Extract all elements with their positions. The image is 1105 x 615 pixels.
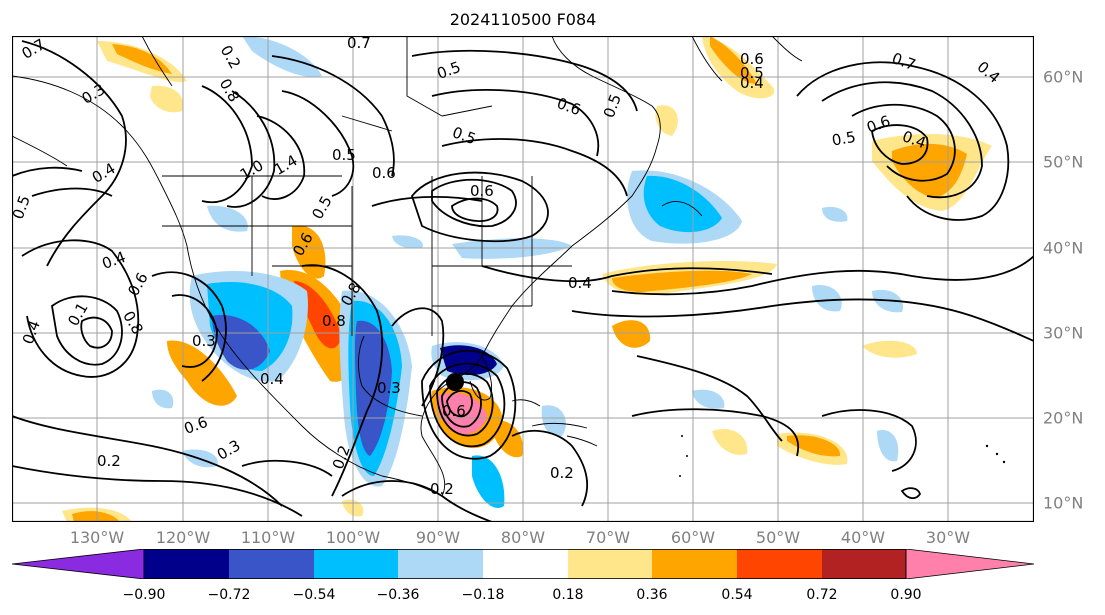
colorbar-svg [11,548,1035,580]
colorbar-tick: −0.54 [292,587,336,603]
lon-label: 120°W [155,528,211,547]
shade-orange-mid-atl [612,270,752,292]
colorbar-tick: 0.90 [890,587,922,603]
colorbar-segment [822,549,906,579]
lon-label: 60°W [670,528,716,547]
shade-yellow-trop3 [862,340,917,358]
contour-label: 0.2 [430,480,454,498]
contour-label: 0.3 [192,332,216,350]
shade-orange-baja [167,340,237,406]
contour-label: 0.6 [372,164,396,182]
shade-lightblue-trop1 [692,389,725,409]
lon-label: 110°W [240,528,296,547]
lon-label: 70°W [585,528,631,547]
contour-label: 0.5 [740,64,764,82]
shade-lightblue-atl [822,206,848,222]
shade-orange-nw [112,44,172,74]
shade-orange-sw [72,511,120,522]
contour-label: 0.3 [377,379,401,397]
contour-label: 0.2 [97,452,121,470]
contour-label: 0.4 [568,274,592,292]
map-border [11,35,1035,523]
contour-label: 0.4 [260,370,284,388]
colorbar-segment [737,549,822,579]
lon-label: 130°W [69,528,125,547]
shade-lightblue-pac [152,389,174,409]
lon-label: 80°W [500,528,546,547]
shade-lightblue-trop2 [812,285,842,312]
contour-label: 0.5 [332,146,356,164]
lon-label: 100°W [325,528,381,547]
lat-label: 50°N [1043,152,1084,172]
shade-pink-storm [436,392,487,435]
shade-orange-w-atl [612,320,651,348]
shade-yellow-trop1 [712,428,748,455]
colorbar-tick: −0.90 [122,587,166,603]
colorbar [11,548,1035,580]
shade-lightblue-trop4 [877,430,899,462]
shade-blue-nfld [643,175,722,233]
contour-label: 0.6 [470,182,494,200]
colorbar-tick: 0.54 [721,587,753,603]
colorbar-segment [314,549,398,579]
contour-label: 0.6 [740,50,764,68]
map-panel: 0.7 0.7 0.2 0.5 0.6 0.5 0.6 0.8 0.3 0.4 … [9,34,1035,523]
shade-orange-greenland [710,36,757,84]
islands [679,435,1006,477]
colorbar-tick: 0.36 [636,587,668,603]
shade-lightblue-nw [242,36,322,77]
colorbar-segment [568,549,652,579]
shade-lightblue-wus [207,205,248,232]
shade-lightblue-carib2 [541,405,566,437]
colorbar-tick: 0.72 [806,587,838,603]
colorbar-segment [483,549,568,579]
colorbar-tick: −0.36 [376,587,420,603]
shade-blue-carib [472,455,505,508]
lat-label: 60°N [1043,67,1084,87]
colorbar-segment [398,549,483,579]
shade-yellow-nw2 [150,85,183,113]
lat-label: 10°N [1043,493,1084,513]
lon-label: 50°W [755,528,801,547]
contour-label: 0.8 [322,312,346,330]
contour-lines [11,40,1035,523]
lat-label: 20°N [1043,408,1084,428]
contour-label: 0.5 [830,128,857,150]
shade-yellow-lab [655,105,678,136]
lon-label: 90°W [415,528,461,547]
shade-orange-trop2 [787,435,841,457]
colorbar-segment [229,549,314,579]
contour-label: 0.4 [740,74,764,92]
map-svg: 0.7 0.7 0.2 0.5 0.6 0.5 0.6 0.8 0.3 0.4 … [9,34,1035,523]
contour-label: 0.2 [550,464,574,482]
lon-label: 30°W [925,528,971,547]
colorbar-segment [11,548,145,580]
contour-label: 0.7 [347,36,371,52]
map-title: 2024110500 F084 [449,10,597,29]
colorbar-tick: 0.18 [552,587,584,603]
lat-label: 40°N [1043,238,1084,258]
contour-label: 0.6 [442,402,466,420]
lon-label: 40°W [840,528,886,547]
colorbar-segment [144,549,229,579]
colorbar-tick: −0.72 [207,587,251,603]
lat-label: 30°N [1043,323,1084,343]
colorbar-segment [905,548,1035,580]
colorbar-segment [652,549,737,579]
shade-lightblue-lakes [392,235,423,249]
colorbar-tick: −0.18 [461,587,505,603]
storm-center-marker [446,373,464,391]
